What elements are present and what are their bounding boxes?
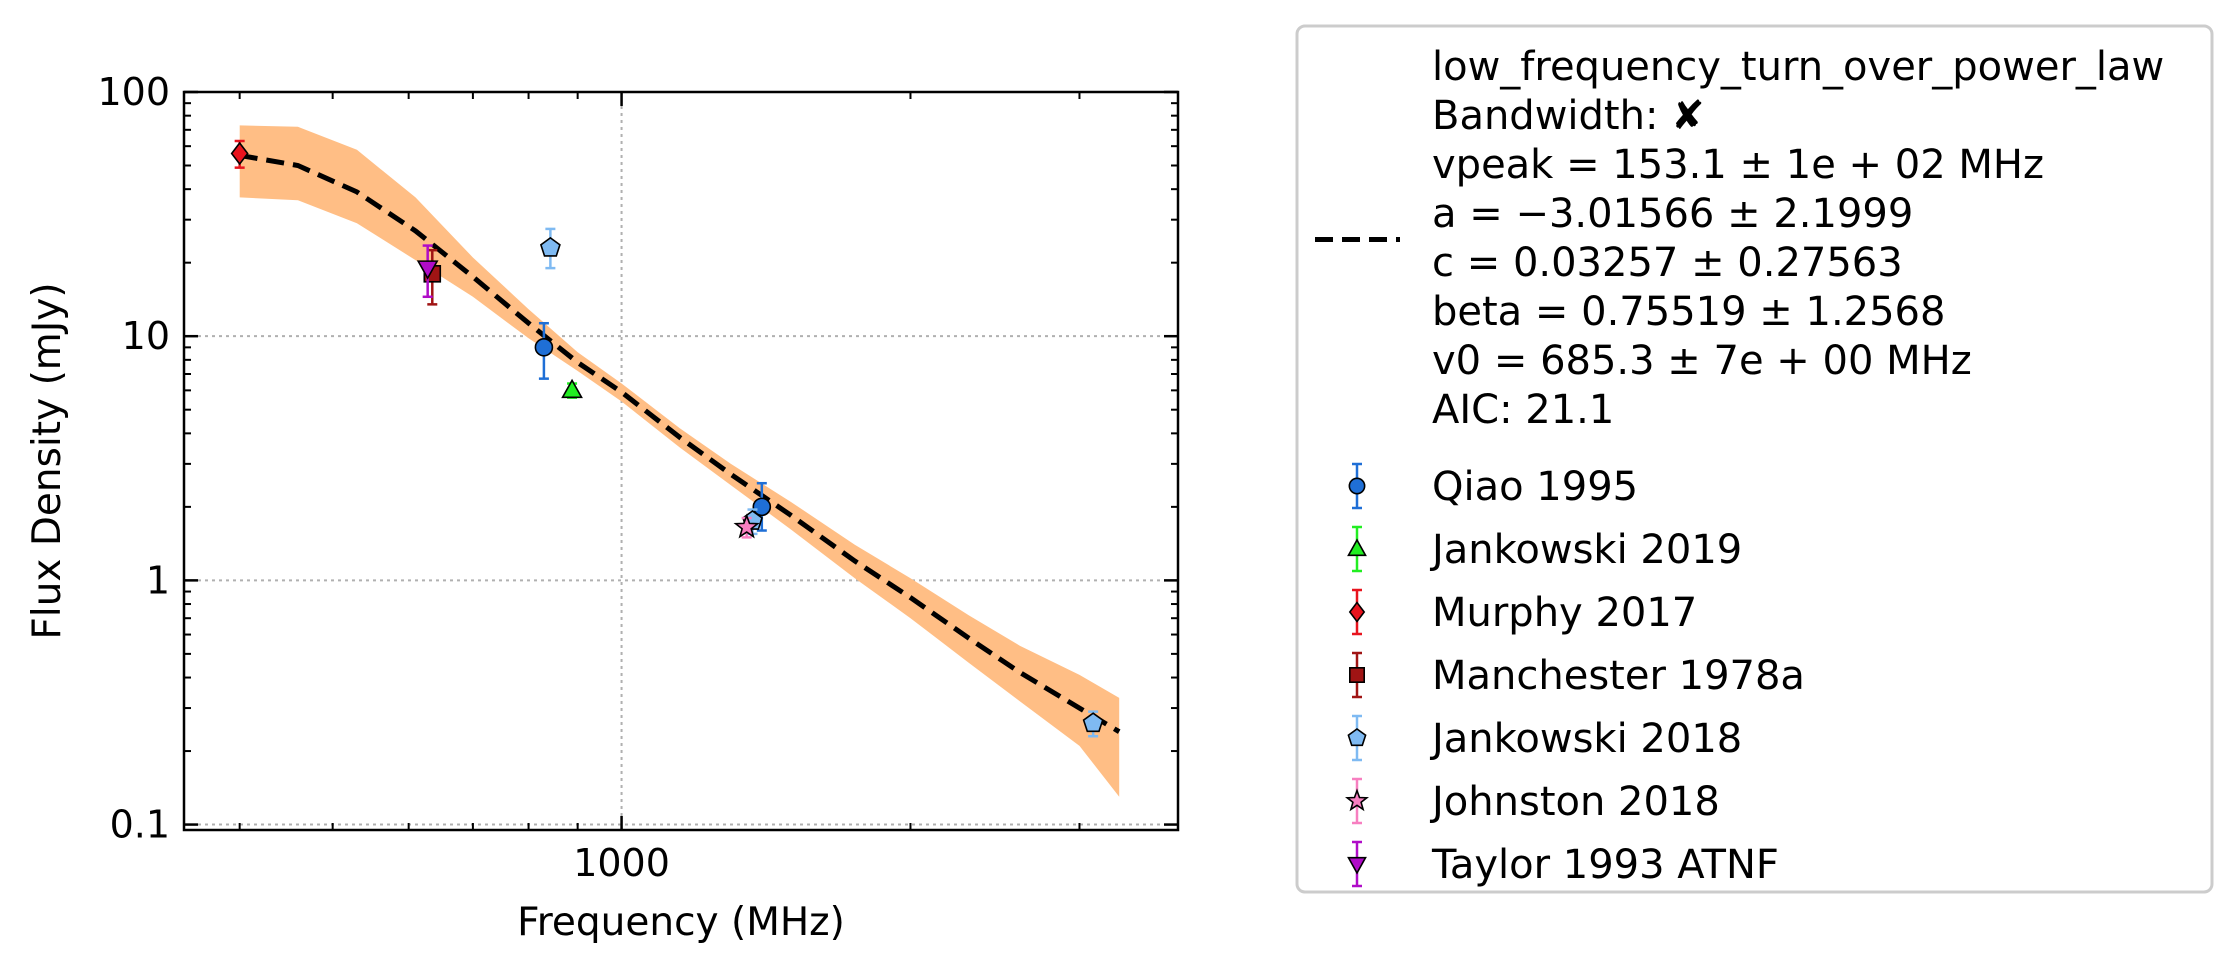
legend: low_frequency_turn_over_power_lawBandwid… bbox=[1295, 24, 2214, 894]
y-tick-label: 1 bbox=[146, 558, 170, 602]
legend-entry: Johnston 2018 bbox=[1345, 777, 1720, 825]
legend-fit-text-line: c = 0.03257 ± 0.27563 bbox=[1432, 240, 1903, 286]
legend-fit-text-line: Bandwidth: ✘ bbox=[1432, 93, 1705, 139]
y-axis-label: Flux Density (mJy) bbox=[25, 282, 70, 639]
legend-marker bbox=[1348, 601, 1366, 623]
data-point-marker bbox=[752, 497, 772, 517]
x-tick-label: 1000 bbox=[573, 841, 670, 885]
fit-uncertainty-band bbox=[239, 125, 1120, 797]
legend-fit-text-line: vpeak = 153.1 ± 1e + 02 MHz bbox=[1432, 142, 2044, 188]
legend-entry: Manchester 1978a bbox=[1349, 651, 1805, 699]
data-point-marker bbox=[1082, 712, 1104, 733]
y-tick-label: 100 bbox=[97, 70, 170, 114]
legend-entry: Jankowski 2019 bbox=[1347, 525, 1742, 573]
data-point-marker bbox=[733, 513, 760, 539]
data-point-marker bbox=[416, 260, 439, 280]
y-tick-label: 10 bbox=[122, 314, 170, 358]
plot-area bbox=[184, 92, 1178, 830]
legend-marker bbox=[1345, 788, 1369, 812]
legend-marker bbox=[1349, 667, 1365, 683]
legend-entry: Jankowski 2018 bbox=[1347, 714, 1742, 762]
legend-fit-text-line: a = −3.01566 ± 2.1999 bbox=[1432, 191, 1913, 237]
series-murphy-2017 bbox=[230, 139, 249, 169]
series-johnston-2018 bbox=[733, 513, 760, 539]
series-taylor-1993-atnf bbox=[416, 244, 439, 299]
legend-marker bbox=[1347, 856, 1367, 875]
y-tick-label: 0.1 bbox=[110, 803, 170, 847]
data-point-marker bbox=[534, 338, 554, 357]
data-point-marker bbox=[539, 236, 561, 257]
series-jankowski-2019 bbox=[561, 378, 583, 399]
legend-fit-text-line: AIC: 21.1 bbox=[1432, 387, 1614, 433]
legend-label: Taylor 1993 ATNF bbox=[1431, 842, 1779, 888]
fit-curve bbox=[239, 152, 1121, 734]
data-point-marker bbox=[561, 378, 583, 399]
legend-fit-text-line: v0 = 685.3 ± 7e + 00 MHz bbox=[1432, 338, 1972, 384]
legend-fit-text-line: beta = 0.75519 ± 1.2568 bbox=[1432, 289, 1945, 335]
legend-label: Murphy 2017 bbox=[1432, 590, 1697, 636]
legend-marker bbox=[1348, 477, 1366, 495]
legend-label: Jankowski 2019 bbox=[1429, 527, 1742, 573]
x-axis-label: Frequency (MHz) bbox=[517, 900, 845, 945]
legend-label: Qiao 1995 bbox=[1432, 464, 1638, 510]
legend-marker bbox=[1347, 538, 1367, 557]
legend-entry: Qiao 1995 bbox=[1348, 462, 1638, 510]
legend-frame bbox=[1295, 24, 2214, 894]
legend-entry: Murphy 2017 bbox=[1348, 588, 1697, 636]
plot-frame bbox=[182, 90, 1180, 832]
legend-label: Jankowski 2018 bbox=[1429, 716, 1742, 762]
series-qiao-1995 bbox=[534, 321, 772, 532]
legend-marker bbox=[1347, 728, 1367, 747]
legend-fit-text-line: low_frequency_turn_over_power_law bbox=[1432, 44, 2164, 90]
data-point-marker bbox=[230, 141, 249, 166]
legend-label: Manchester 1978a bbox=[1432, 653, 1805, 699]
legend-label: Johnston 2018 bbox=[1429, 779, 1720, 825]
legend-entry: Taylor 1993 ATNF bbox=[1347, 840, 1779, 888]
